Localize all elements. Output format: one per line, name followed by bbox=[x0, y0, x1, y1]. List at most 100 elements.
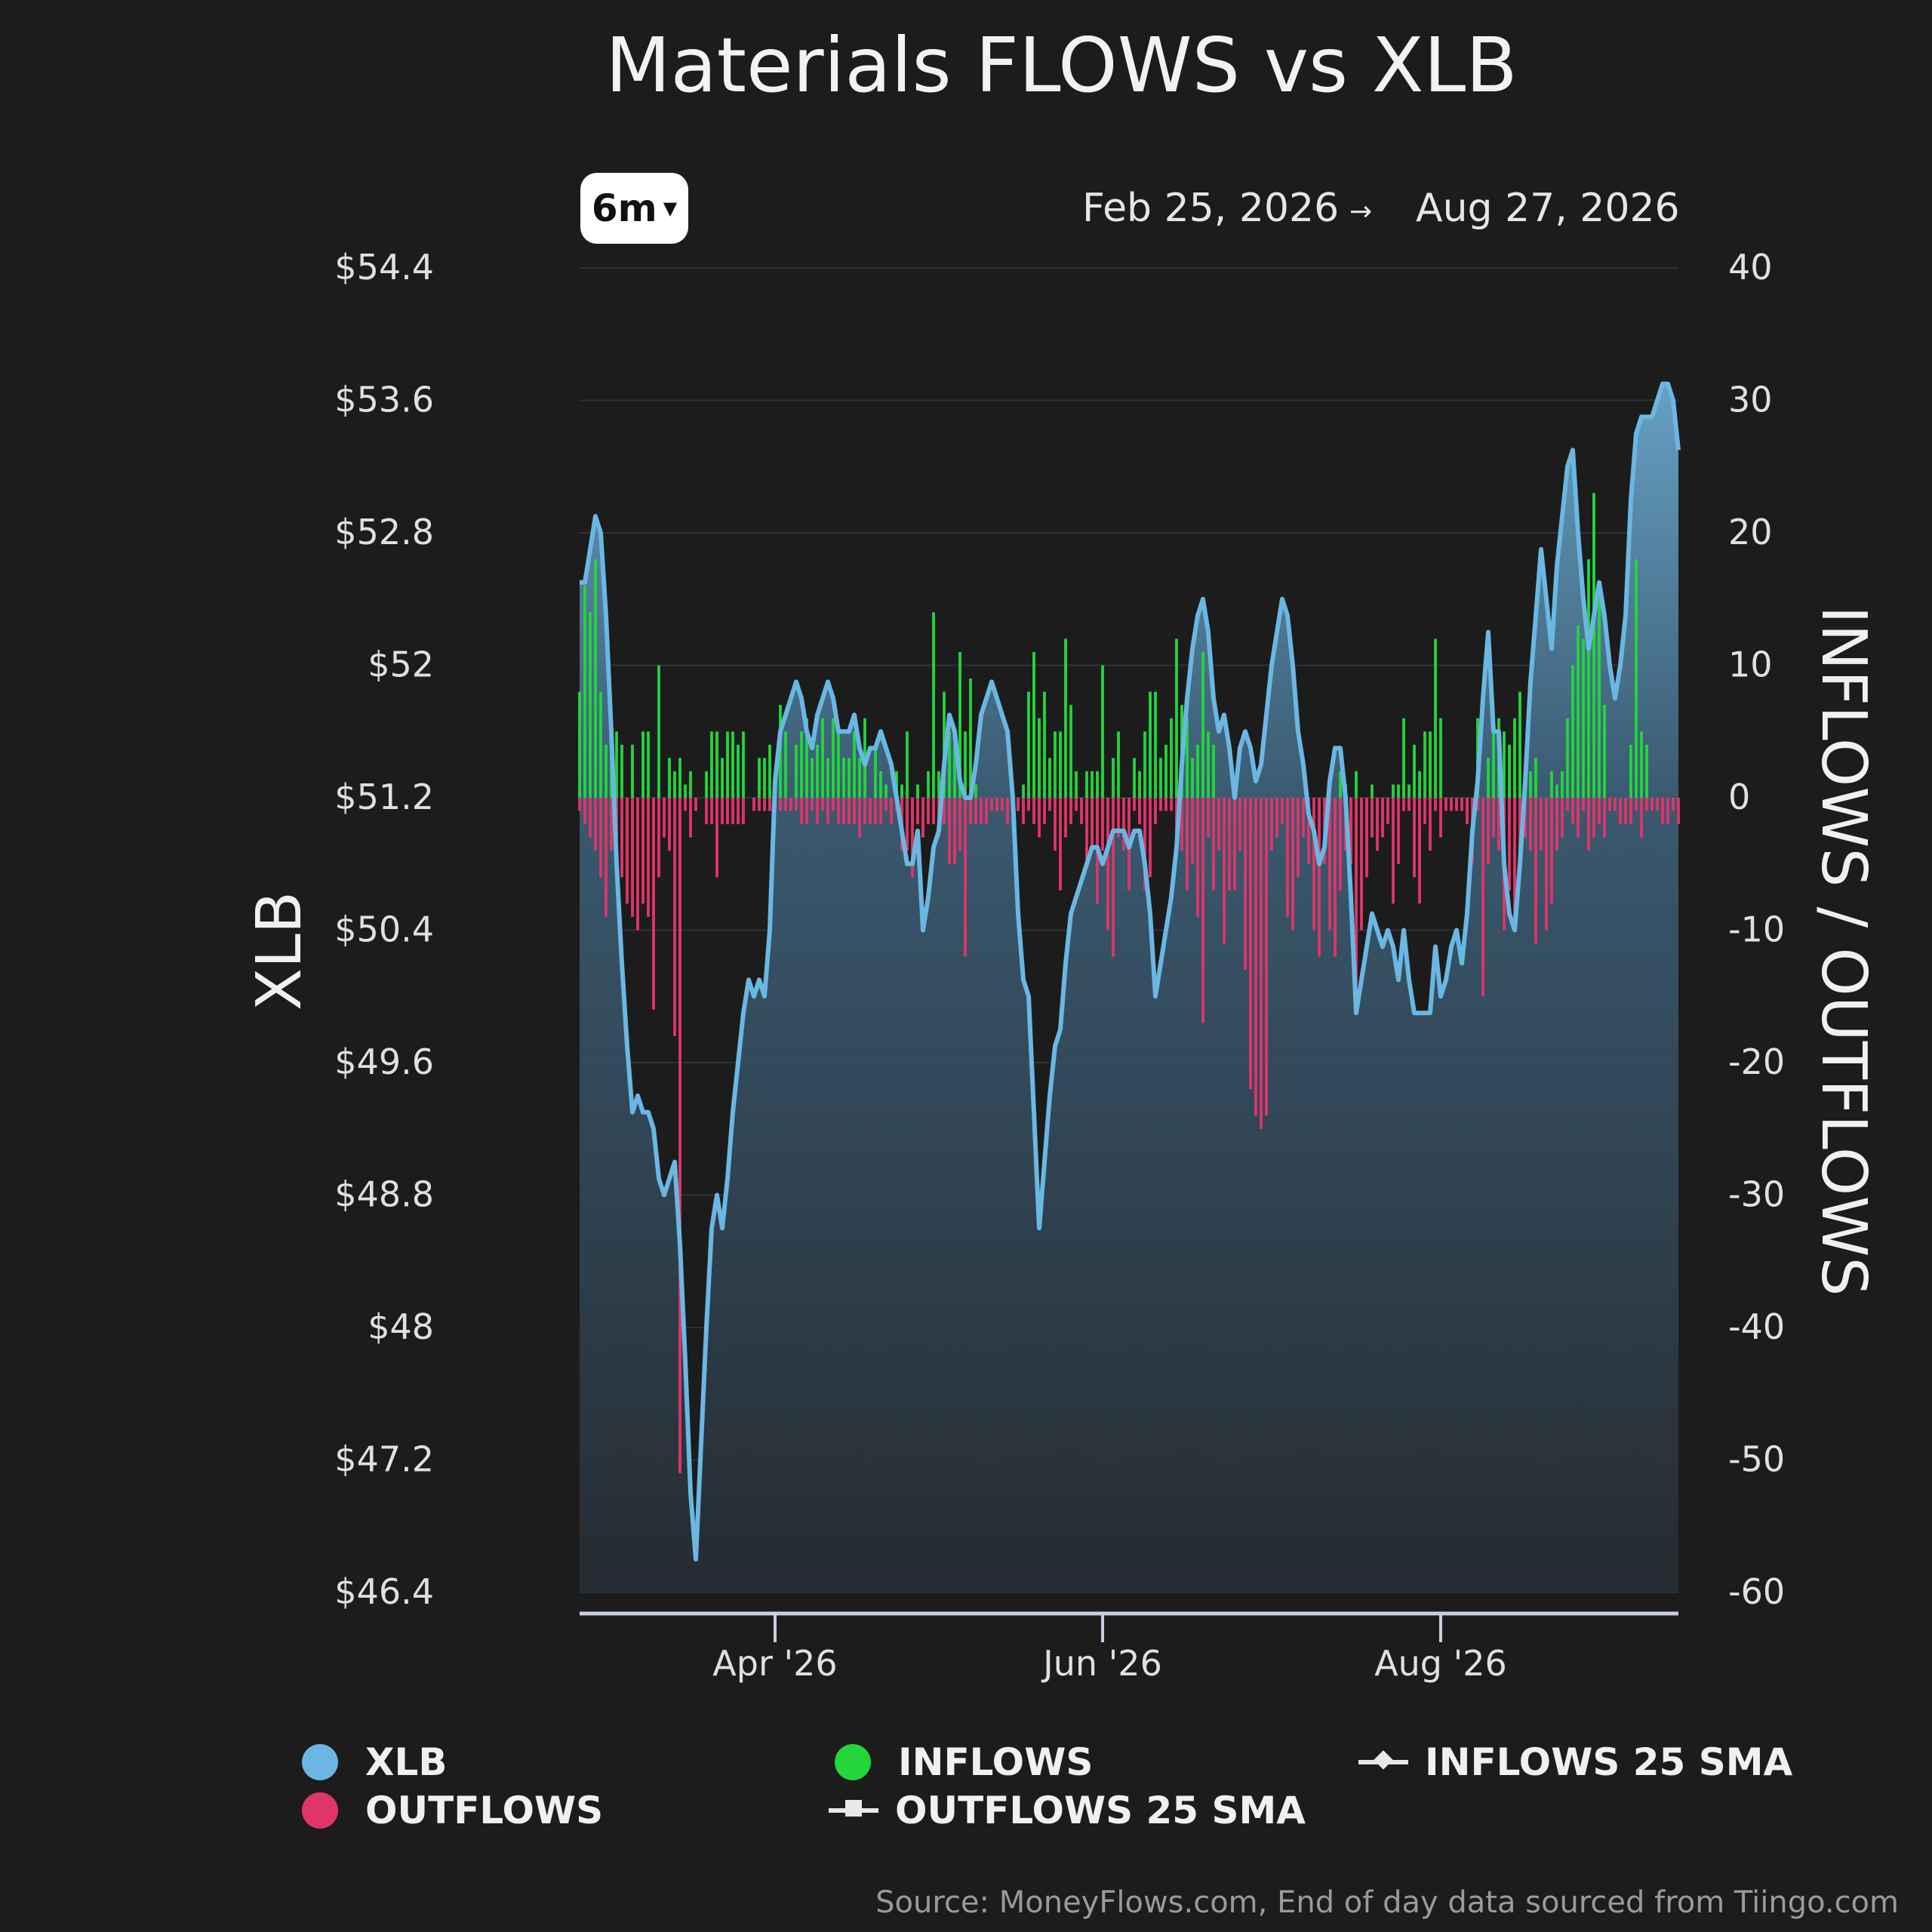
inflow-bar bbox=[594, 559, 597, 798]
outflow-bar bbox=[1635, 798, 1638, 811]
inflow-bar bbox=[1518, 691, 1521, 798]
inflow-bar bbox=[974, 784, 977, 798]
outflow-bar bbox=[694, 798, 697, 811]
legend-label: INFLOWS 25 SMA bbox=[1425, 1740, 1793, 1784]
outflow-bar bbox=[1571, 798, 1574, 825]
inflow-bar bbox=[705, 771, 708, 798]
inflow-bar bbox=[1397, 784, 1400, 798]
inflow-bar bbox=[1434, 638, 1437, 798]
outflow-bar bbox=[927, 798, 930, 825]
outflow-bar bbox=[1054, 798, 1057, 851]
outflow-bar bbox=[1106, 798, 1109, 931]
legend-item-xlb[interactable]: XLB bbox=[302, 1740, 448, 1784]
outflow-bar bbox=[1666, 798, 1669, 825]
y-right-tick-label: -30 bbox=[1728, 1174, 1785, 1215]
outflow-bar bbox=[620, 798, 623, 878]
inflow-bar bbox=[721, 758, 724, 798]
outflow-bar bbox=[853, 798, 856, 825]
legend-item-inflows-sma[interactable]: INFLOWS 25 SMA bbox=[1358, 1740, 1792, 1784]
inflow-bar bbox=[1101, 665, 1104, 798]
range-selector-button[interactable]: 6m ▼ bbox=[580, 173, 688, 244]
inflow-bar bbox=[842, 758, 845, 798]
outflow-bar bbox=[689, 798, 692, 838]
y-right-tick-label: 20 bbox=[1728, 512, 1773, 552]
inflow-bar bbox=[1592, 493, 1595, 798]
outflow-bar bbox=[1201, 798, 1204, 1023]
outflow-bar bbox=[1149, 798, 1152, 878]
inflow-bar bbox=[1603, 705, 1606, 798]
legend-item-outflows-sma[interactable]: OUTFLOWS 25 SMA bbox=[829, 1789, 1306, 1832]
inflow-bar bbox=[647, 731, 650, 798]
inflow-bar bbox=[1138, 771, 1141, 798]
inflow-bar bbox=[964, 731, 967, 798]
outflow-bar bbox=[1429, 798, 1432, 851]
inflow-bar bbox=[1133, 758, 1136, 798]
outflow-bar bbox=[816, 798, 819, 825]
range-selector-label: 6m bbox=[591, 186, 657, 230]
outflow-bar bbox=[1085, 798, 1088, 864]
inflow-bar bbox=[1529, 771, 1532, 798]
inflow-bar bbox=[800, 731, 803, 798]
outflow-bar bbox=[1138, 798, 1141, 825]
y-left-tick-label: $49.6 bbox=[334, 1041, 434, 1082]
outflow-bar bbox=[737, 798, 740, 825]
outflow-bar bbox=[1212, 798, 1215, 891]
outflow-bar bbox=[1360, 798, 1363, 931]
inflow-bar bbox=[1492, 731, 1495, 798]
outflow-bar bbox=[932, 798, 935, 825]
outflow-bar bbox=[1592, 798, 1595, 838]
y-right-tick-label: 30 bbox=[1728, 380, 1773, 420]
outflow-bar bbox=[842, 798, 845, 825]
outflow-bar bbox=[1603, 798, 1606, 838]
outflow-bar bbox=[1555, 798, 1558, 851]
y-left-tick-label: $48 bbox=[368, 1306, 434, 1347]
outflow-bar bbox=[1518, 798, 1521, 851]
outflow-bar bbox=[1624, 798, 1627, 825]
outflow-bar bbox=[626, 798, 629, 904]
outflow-bar bbox=[1534, 798, 1537, 944]
outflow-bar bbox=[1164, 798, 1168, 811]
date-range-end[interactable]: Aug 27, 2026 bbox=[1416, 186, 1680, 231]
outflow-bar bbox=[1196, 798, 1199, 917]
inflow-bar bbox=[1032, 652, 1035, 798]
y-right-tick-label: -60 bbox=[1728, 1571, 1785, 1612]
outflow-bar bbox=[1022, 798, 1025, 825]
outflow-bar bbox=[969, 798, 972, 825]
outflow-bar bbox=[1217, 798, 1220, 851]
outflow-bar bbox=[874, 798, 877, 825]
inflow-bar bbox=[605, 744, 608, 798]
outflow-bar bbox=[1524, 798, 1527, 838]
y-axis-right-title: INFLOWS / OUTFLOWS bbox=[1807, 605, 1879, 1296]
outflow-bar bbox=[980, 798, 983, 825]
outflow-bar bbox=[1117, 798, 1120, 838]
inflow-bar bbox=[879, 771, 882, 798]
outflow-bar bbox=[1561, 798, 1564, 838]
arrow-right-icon: → bbox=[1349, 196, 1373, 227]
outflow-bar bbox=[1651, 798, 1654, 811]
outflow-bar bbox=[758, 798, 761, 811]
inflow-bar bbox=[858, 758, 861, 798]
legend-item-inflows[interactable]: INFLOWS bbox=[835, 1740, 1093, 1784]
inflow-bar bbox=[1175, 638, 1178, 798]
outflow-bar bbox=[1598, 798, 1601, 825]
inflow-bar bbox=[1555, 784, 1558, 798]
outflow-bar bbox=[731, 798, 734, 825]
inflow-bar bbox=[816, 744, 819, 798]
outflow-bar bbox=[1017, 798, 1020, 811]
inflow-bar bbox=[1091, 771, 1094, 798]
inflow-bar bbox=[1571, 665, 1574, 798]
inflow-bar bbox=[1191, 758, 1194, 798]
chevron-down-icon: ▼ bbox=[663, 198, 678, 219]
date-range-start[interactable]: Feb 25, 2026 bbox=[1082, 186, 1340, 231]
outflow-bar bbox=[990, 798, 993, 811]
inflow-bar bbox=[710, 731, 713, 798]
y-left-tick-label: $50.4 bbox=[334, 909, 434, 950]
inflow-bar bbox=[731, 731, 734, 798]
outflow-bar bbox=[1048, 798, 1051, 811]
legend-item-outflows[interactable]: OUTFLOWS bbox=[302, 1789, 603, 1832]
outflow-bar bbox=[784, 798, 787, 811]
outflow-bar bbox=[943, 798, 946, 825]
outflow-bar bbox=[1450, 798, 1453, 811]
outflow-bar bbox=[710, 798, 713, 825]
